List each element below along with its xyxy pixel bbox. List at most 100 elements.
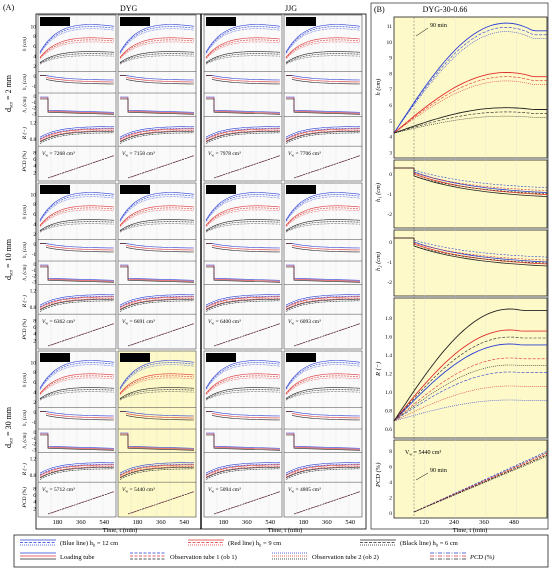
series-line — [211, 413, 281, 419]
series-line — [205, 464, 281, 476]
y-tick: 0 — [34, 263, 37, 268]
series-line — [206, 266, 281, 283]
x-tick: 180 — [299, 519, 309, 526]
panel-b-r-line — [393, 399, 547, 422]
panel-b-h-line — [393, 107, 547, 134]
y-tick: 7 — [389, 87, 392, 93]
cr-tag: Cr = 0.70 — [288, 355, 313, 363]
series-line — [125, 243, 195, 249]
panel-a-label: (A) — [3, 3, 14, 12]
y-axis-label: h₂ (cm) — [21, 432, 28, 448]
y-axis-label: h₁ (cm) — [21, 74, 28, 90]
series-line — [285, 51, 361, 63]
panel-b-r-line — [393, 357, 547, 422]
series-line — [285, 130, 360, 142]
series-line — [39, 127, 115, 140]
subplot-1-2: Cr = 0.60 Vw = 6400 cm³ — [203, 182, 283, 350]
panel-b-h-line — [413, 245, 548, 264]
series-line — [119, 130, 194, 143]
series-line — [291, 415, 361, 421]
series-line — [39, 462, 115, 474]
series-line — [213, 323, 281, 347]
series-line — [40, 434, 115, 451]
y-tick: 6 — [389, 465, 392, 471]
x-tick: 240 — [449, 519, 459, 526]
series-line — [39, 205, 115, 226]
y-tick: 0 — [389, 240, 392, 246]
series-line — [39, 463, 115, 476]
series-line — [39, 37, 115, 58]
series-line — [285, 205, 361, 226]
series-line — [291, 411, 361, 417]
series-line — [285, 296, 361, 308]
y-tick: 0.8 — [30, 474, 37, 479]
series-line — [45, 413, 115, 419]
x-axis-label: Time, t (min) — [453, 527, 488, 534]
series-line — [285, 194, 361, 221]
y-tick: 6 — [33, 44, 36, 50]
series-line — [45, 77, 115, 83]
cr-tag-bg — [40, 185, 70, 194]
series-line — [120, 266, 195, 283]
cr-tag: Cr = 0.60 — [42, 187, 67, 195]
y-tick: 6 — [389, 103, 392, 109]
y-tick: 0 — [34, 95, 37, 100]
vw-label: Vw = 6093 cm³ — [288, 319, 321, 325]
series-line — [119, 53, 195, 64]
legend-item-r2-1: Observation tube 1 (ob 1) — [130, 552, 237, 561]
series-line — [206, 98, 281, 115]
series-line — [205, 41, 281, 60]
series-line — [47, 155, 115, 179]
series-line — [293, 491, 361, 515]
series-line — [285, 132, 360, 144]
y-tick: 0.8 — [30, 138, 37, 143]
legend-item-r2-2: Observation tube 2 (ob 2) — [272, 552, 379, 561]
series-line — [39, 387, 115, 399]
series-line — [286, 98, 361, 115]
series-line — [119, 294, 195, 306]
y-tick: 2 — [33, 338, 36, 344]
series-line — [211, 75, 281, 81]
series-line — [205, 205, 281, 226]
y-tick: 4 — [389, 480, 392, 486]
row-label: dscr = 10 mm — [4, 238, 15, 280]
ylabels-row-0: h (cm)h₁ (cm)h₂ (cm)R (−)PCD (%)24681086… — [21, 24, 37, 176]
subplot-1-0: Cr = 0.60 Vw = 6362 cm³ — [37, 182, 117, 350]
series-line — [205, 28, 281, 54]
series-line — [125, 75, 195, 81]
y-tick: 1.2 — [385, 372, 392, 378]
series-line — [285, 295, 361, 308]
y-tick: 4 — [33, 500, 36, 506]
panel-b-h-line — [393, 111, 547, 134]
series-line — [291, 243, 361, 249]
panel-b-h-line — [394, 237, 548, 263]
series-line — [285, 387, 361, 399]
series-line — [205, 466, 280, 478]
panel-b-r-line — [393, 371, 547, 422]
panel-b-h-line — [393, 22, 547, 134]
series-line — [120, 434, 195, 451]
y-tick: 6 — [33, 212, 36, 218]
series-line — [211, 415, 281, 421]
series-line — [119, 298, 194, 311]
series-line — [40, 98, 115, 115]
series-line — [205, 51, 281, 63]
series-line — [39, 391, 115, 401]
y-tick: -1 — [387, 260, 392, 266]
series-line — [285, 126, 361, 138]
series-line — [39, 196, 115, 222]
series-line — [291, 413, 361, 419]
series-line — [286, 266, 361, 283]
panel-b-subplot-4 — [393, 439, 548, 519]
series-line — [205, 37, 281, 58]
series-line — [285, 221, 361, 232]
y-tick: 10 — [31, 24, 37, 30]
y-tick: 0.8 — [385, 409, 392, 415]
series-line — [285, 28, 361, 54]
y-axis-label: R (−) — [21, 127, 28, 140]
series-line — [205, 223, 281, 233]
panel-b-r-line — [393, 343, 547, 422]
cr-tag-bg — [286, 17, 316, 26]
series-line — [39, 364, 115, 390]
